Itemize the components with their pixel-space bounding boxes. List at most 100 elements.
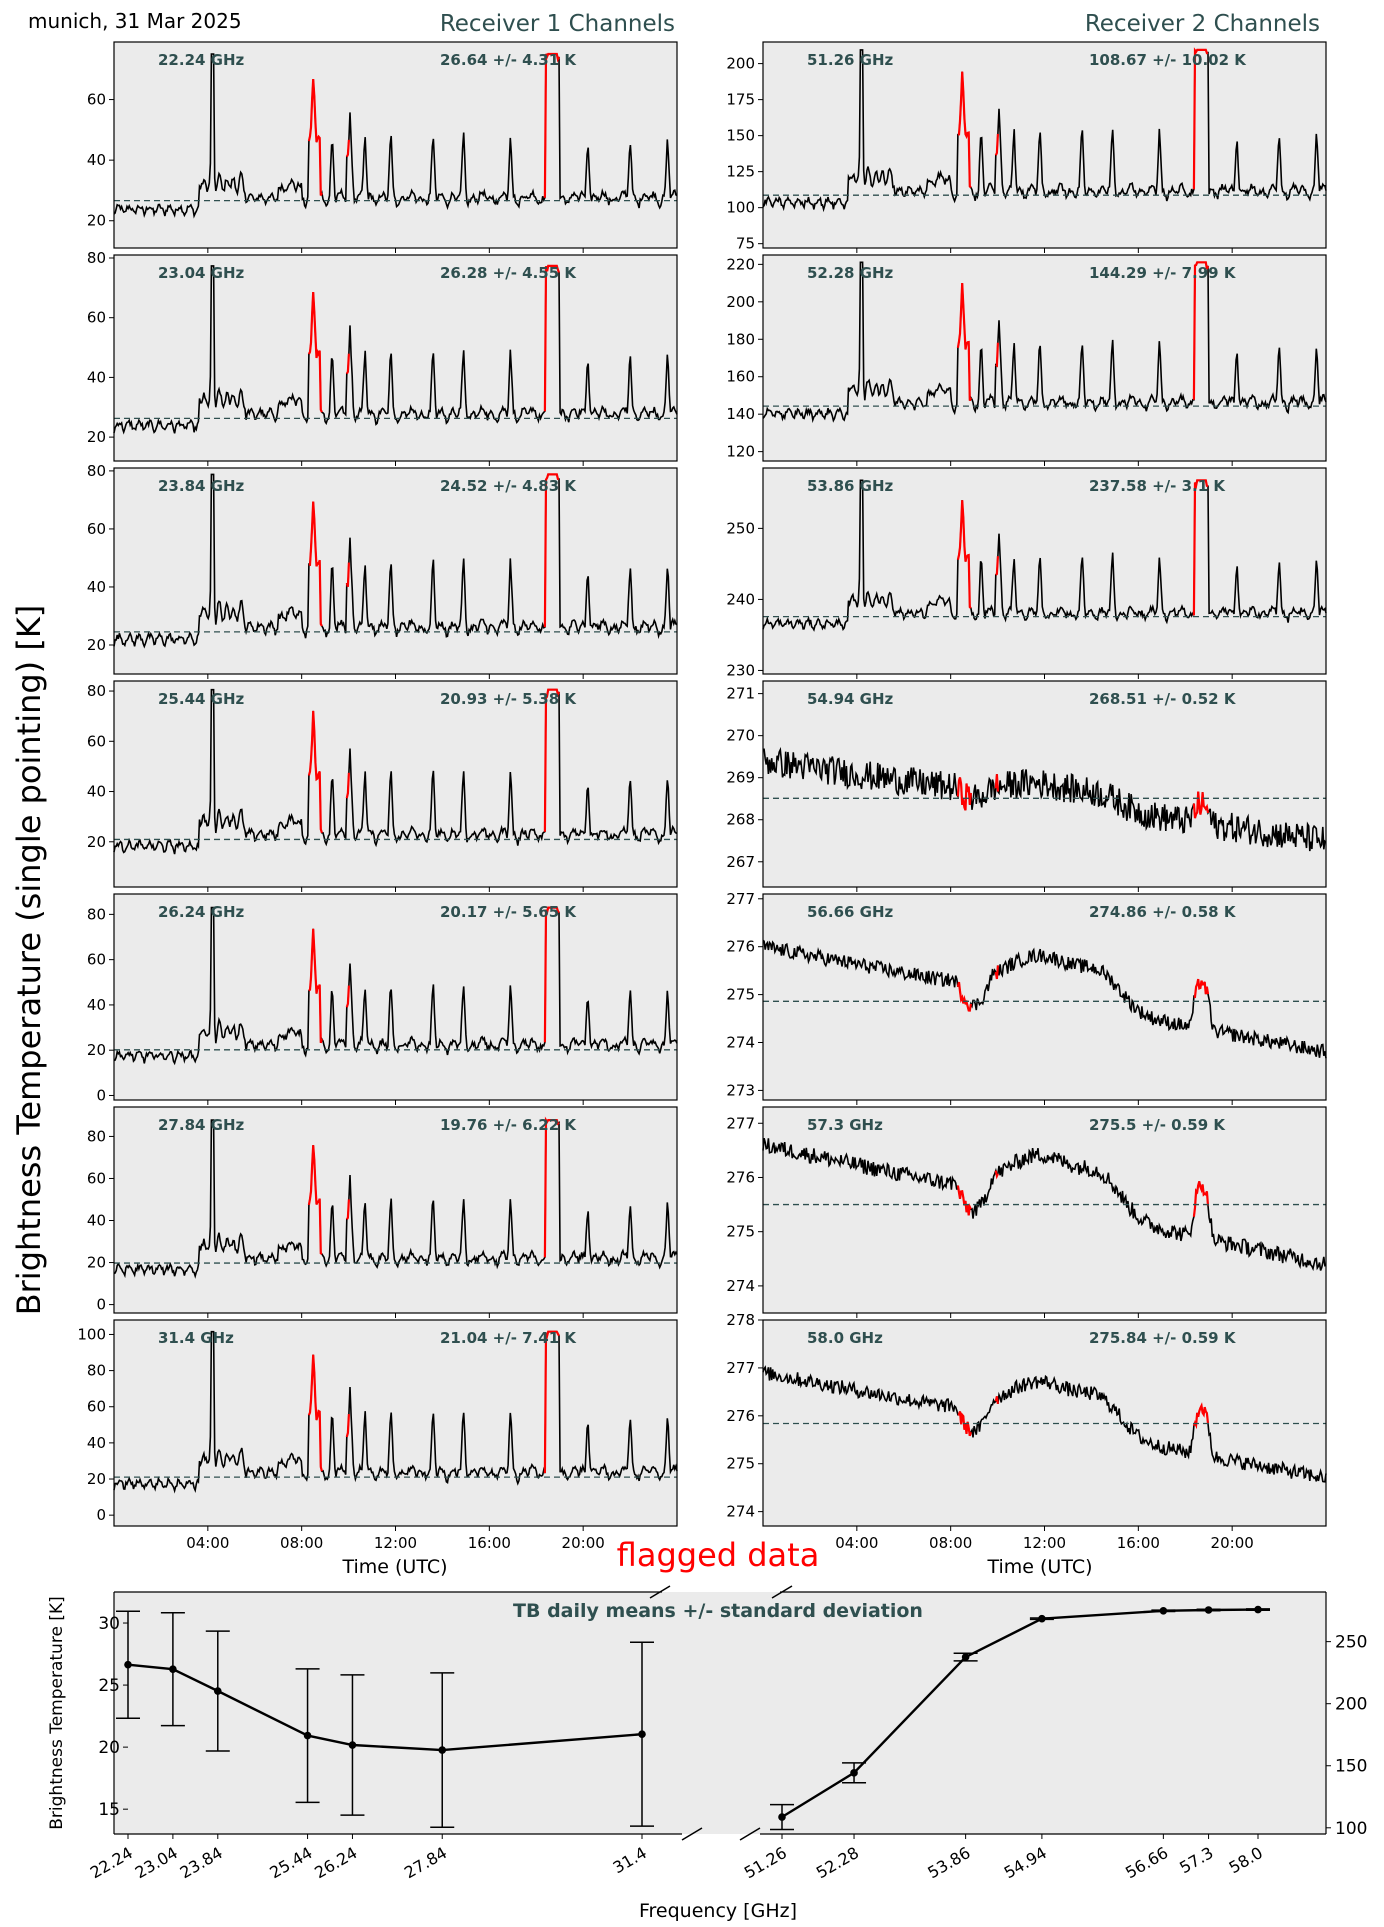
x-tick-label: 04:00 bbox=[186, 1534, 229, 1552]
panel-background bbox=[114, 681, 677, 887]
summary-x-tick-label: 51.26 bbox=[741, 1843, 790, 1882]
flagged-series-line bbox=[307, 264, 561, 413]
series-line bbox=[762, 939, 1327, 1059]
series-line bbox=[762, 479, 1327, 632]
daily-mean-point bbox=[850, 1769, 858, 1777]
y-tick-label: 20 bbox=[87, 1470, 106, 1488]
y-tick-label: 40 bbox=[87, 783, 106, 801]
x-tick-label: 08:00 bbox=[280, 1534, 323, 1552]
panel-background bbox=[763, 42, 1326, 248]
series-line bbox=[113, 1330, 678, 1494]
y-axis-label: Brightness Temperature (single pointing)… bbox=[10, 605, 48, 1316]
series-line bbox=[762, 48, 1327, 213]
channel-frequency-label: 27.84 GHz bbox=[158, 1116, 245, 1134]
y-tick-label: 269 bbox=[726, 769, 755, 787]
y-tick-label: 40 bbox=[87, 1434, 106, 1452]
series-line bbox=[113, 473, 678, 649]
series-line bbox=[113, 1117, 678, 1279]
axis-break-mark bbox=[771, 1585, 793, 1599]
panel-r1-3: 20 40 60 80 25.44 GHz 20.93 +/- 5.38 K bbox=[87, 680, 678, 892]
summary-x-tick-label: 23.04 bbox=[132, 1843, 181, 1882]
receiver2-panels: 75 100 125 150 175 200 51.26 GHz 108.67 +/- 10.… bbox=[726, 41, 1327, 1552]
summary-x-tick-label: 27.84 bbox=[401, 1843, 450, 1882]
summary-title: TB daily means +/- standard deviation bbox=[513, 1600, 923, 1622]
daily-mean-point bbox=[1204, 1606, 1213, 1614]
daily-mean-point bbox=[169, 1665, 177, 1673]
panel-r2-4: 273 274 275 276 277 56.66 GHz 274.86 +/- 0.58 … bbox=[726, 890, 1327, 1105]
channel-stat-label: 275.84 +/- 0.59 K bbox=[1089, 1329, 1237, 1347]
daily-mean-point bbox=[1254, 1605, 1262, 1614]
y-tick-label: 275 bbox=[726, 986, 755, 1004]
y-tick-label: 277 bbox=[726, 1114, 755, 1132]
y-tick-label: 120 bbox=[726, 443, 755, 461]
daily-mean-point bbox=[124, 1660, 132, 1669]
flagged-series-line bbox=[956, 1170, 1210, 1217]
y-tick-label: 60 bbox=[87, 520, 106, 538]
y-tick-label: 175 bbox=[726, 91, 755, 109]
y-tick-label: 140 bbox=[726, 405, 755, 423]
channel-frequency-label: 23.04 GHz bbox=[158, 264, 245, 282]
panel-background bbox=[763, 1107, 1326, 1313]
panel-background bbox=[114, 894, 677, 1100]
panel-r2-2: 230 240 250 53.86 GHz 237.58 +/- 3.1 K bbox=[726, 467, 1327, 679]
y-tick-label: 0 bbox=[96, 1296, 106, 1314]
flagged-series-line bbox=[957, 47, 1209, 190]
y-tick-label: 276 bbox=[726, 938, 755, 956]
summary-y-tick-label: 15 bbox=[98, 1800, 120, 1820]
y-tick-label: 60 bbox=[87, 309, 106, 327]
x-tick-label: 20:00 bbox=[562, 1534, 605, 1552]
y-tick-label: 240 bbox=[726, 590, 755, 608]
summary-y-label: Brightness Temperature [K] bbox=[47, 1596, 67, 1829]
y-tick-label: 80 bbox=[87, 1362, 106, 1380]
x-tick-label: 16:00 bbox=[468, 1534, 511, 1552]
panel-background bbox=[763, 894, 1326, 1100]
daily-mean-point bbox=[778, 1813, 786, 1821]
summary-x-tick-label: 22.24 bbox=[87, 1843, 136, 1882]
daily-mean-point bbox=[1038, 1614, 1046, 1623]
y-tick-label: 60 bbox=[87, 91, 106, 109]
summary-x-label: Frequency [GHz] bbox=[639, 1900, 797, 1922]
y-tick-label: 40 bbox=[87, 578, 106, 596]
y-tick-label: 60 bbox=[87, 732, 106, 750]
flagged-series-line bbox=[956, 261, 1210, 401]
panel-r1-0: 20 40 60 22.24 GHz 26.64 +/- 4.31 K bbox=[87, 41, 678, 253]
y-tick-label: 271 bbox=[726, 685, 755, 703]
summary-y-tick-label: 20 bbox=[98, 1738, 120, 1758]
y-tick-label: 160 bbox=[726, 368, 755, 386]
summary-y-tick-label: 150 bbox=[1335, 1757, 1367, 1777]
channel-stat-label: 144.29 +/- 7.99 K bbox=[1089, 264, 1237, 282]
panel-r1-5: 0 20 40 60 80 27.84 GHz 19.76 +/- 6.22 K bbox=[87, 1106, 678, 1318]
panel-background bbox=[114, 468, 677, 674]
flagged-series-line bbox=[308, 473, 560, 628]
series-line bbox=[762, 261, 1327, 424]
channel-stat-label: 26.64 +/- 4.31 K bbox=[440, 51, 577, 69]
daily-mean-point bbox=[303, 1731, 312, 1740]
y-tick-label: 274 bbox=[726, 1034, 755, 1052]
panel-background bbox=[114, 1107, 677, 1313]
daily-mean-point bbox=[438, 1746, 447, 1754]
y-tick-label: 80 bbox=[87, 682, 106, 700]
y-tick-label: 275 bbox=[726, 1223, 755, 1241]
summary-x-tick-label: 23.84 bbox=[177, 1843, 226, 1882]
panel-background bbox=[114, 255, 677, 461]
panel-r2-1: 120 140 160 180 200 220 52.28 GHz 144.29 +/- 7.… bbox=[726, 254, 1327, 466]
channel-frequency-label: 31.4 GHz bbox=[158, 1329, 234, 1347]
summary-x-tick-label: 31.4 bbox=[610, 1843, 650, 1877]
y-tick-label: 100 bbox=[77, 1325, 106, 1343]
channel-frequency-label: 23.84 GHz bbox=[158, 477, 245, 495]
summary-x-tick-label: 54.94 bbox=[1001, 1843, 1050, 1882]
channel-frequency-label: 52.28 GHz bbox=[807, 264, 894, 282]
series-line bbox=[762, 1137, 1327, 1272]
y-tick-label: 273 bbox=[726, 1081, 755, 1099]
axis-break-mark bbox=[681, 1827, 703, 1841]
channel-frequency-label: 54.94 GHz bbox=[807, 690, 894, 708]
summary-x-tick-label: 25.44 bbox=[266, 1843, 315, 1882]
y-tick-label: 276 bbox=[726, 1407, 755, 1425]
series-line bbox=[113, 688, 678, 855]
y-tick-label: 220 bbox=[726, 255, 755, 273]
y-tick-label: 100 bbox=[726, 199, 755, 217]
channel-frequency-label: 57.3 GHz bbox=[807, 1116, 883, 1134]
receiver1-title: Receiver 1 Channels bbox=[440, 11, 675, 37]
flagged-series-line bbox=[307, 52, 560, 198]
